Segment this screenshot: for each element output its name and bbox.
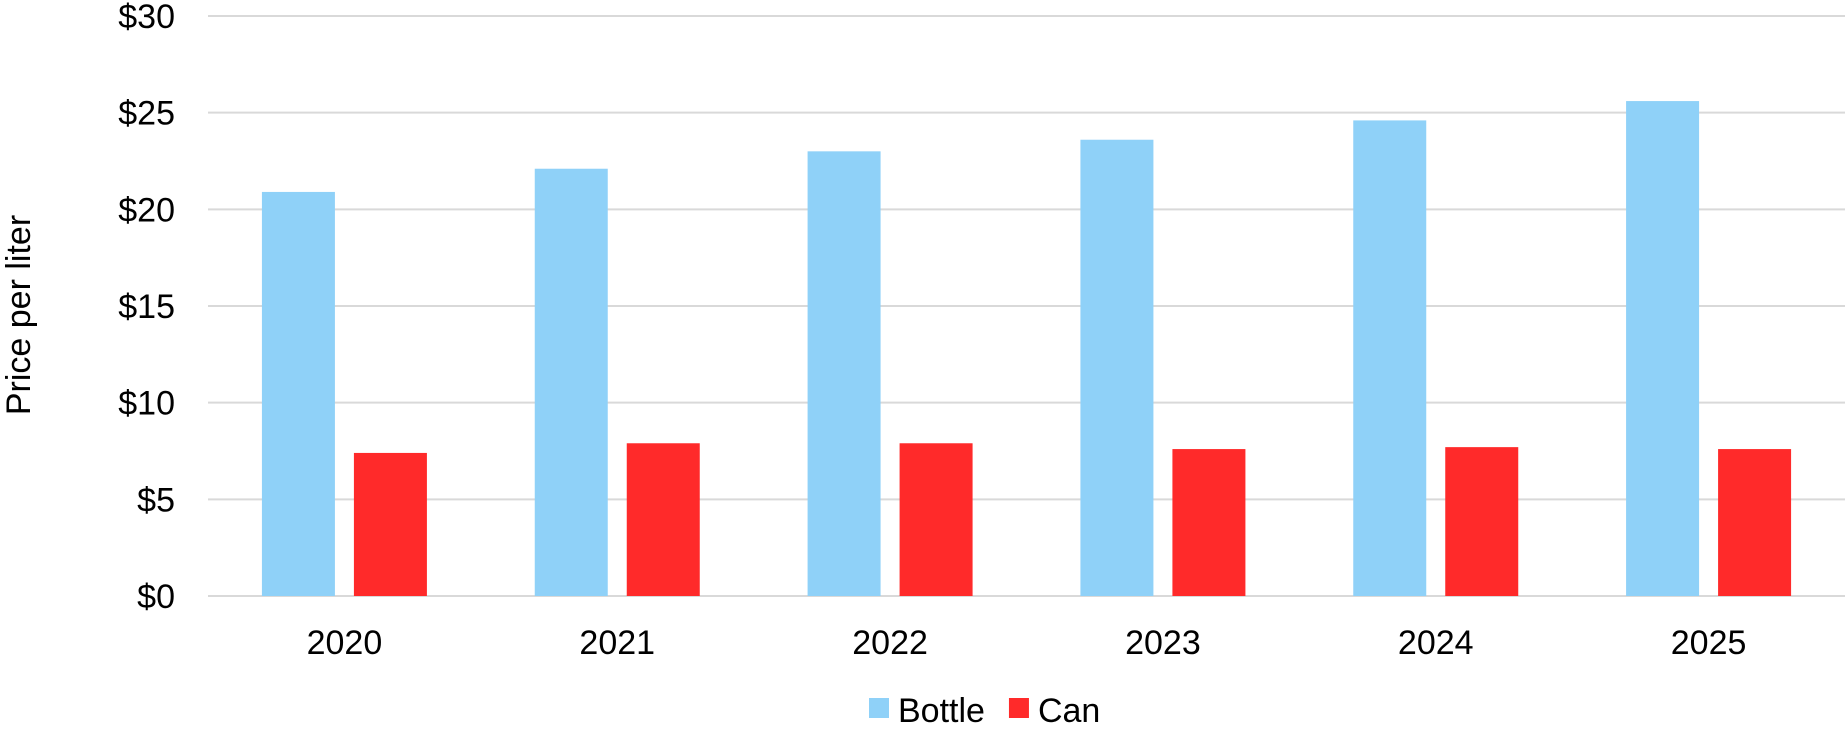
y-axis-title: Price per liter [0,215,38,415]
y-tick-label: $15 [118,288,175,326]
y-tick-label: $30 [118,0,175,36]
legend-label-bottle: Bottle [898,692,985,730]
gridlines [208,15,1845,597]
bar-bottle-2024 [1353,120,1427,597]
x-tick-label: 2023 [1125,624,1201,662]
bar-can-2021 [626,443,700,596]
bar-can-2022 [899,443,973,596]
bar-bottle-2025 [1626,101,1700,597]
y-tick-label: $25 [118,95,175,133]
legend-swatch-can [1008,698,1029,718]
bars [261,101,1792,597]
x-axis-tick-labels: 2020 2021 2022 2023 2024 2025 [307,624,1747,662]
bar-bottle-2022 [807,151,881,597]
y-tick-label: $10 [118,385,175,423]
bar-bottle-2020 [261,191,335,596]
x-tick-label: 2020 [307,624,383,662]
y-tick-label: $0 [137,578,175,616]
legend-label-can: Can [1038,692,1100,730]
bar-can-2024 [1445,447,1519,596]
y-tick-label: $20 [118,191,175,229]
bar-can-2020 [353,452,427,596]
legend-swatch-bottle [869,698,889,718]
bar-can-2023 [1172,449,1246,596]
bar-bottle-2023 [1080,139,1154,596]
x-tick-label: 2022 [852,624,928,662]
legend: Bottle Can [869,692,1100,730]
x-tick-label: 2021 [579,624,655,662]
bar-bottle-2021 [534,168,608,596]
y-tick-label: $5 [137,481,175,519]
bar-can-2025 [1718,449,1792,596]
x-tick-label: 2025 [1671,624,1747,662]
y-axis-tick-labels: $0 $5 $10 $15 $20 $25 $30 [118,0,175,616]
x-tick-label: 2024 [1398,624,1474,662]
